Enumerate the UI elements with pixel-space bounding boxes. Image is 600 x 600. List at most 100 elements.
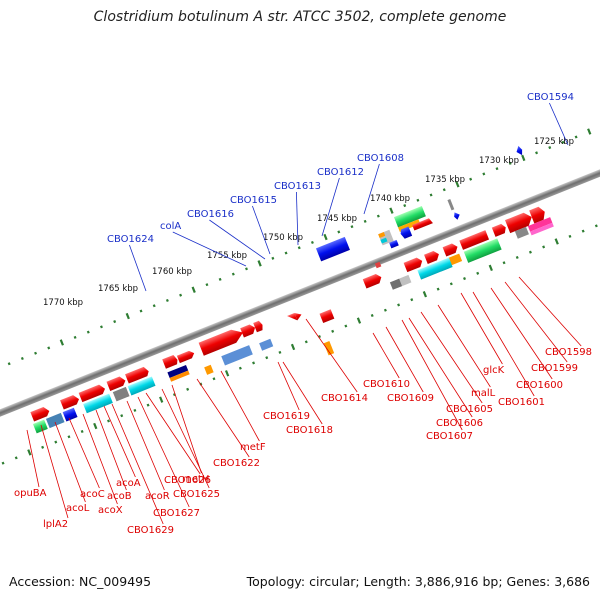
- tick-mark: [290, 343, 296, 351]
- gene-forward[interactable]: [253, 320, 264, 333]
- gene-label[interactable]: CBO1622: [213, 458, 260, 469]
- gene-forward[interactable]: [78, 383, 107, 403]
- gene-forward[interactable]: [459, 230, 490, 250]
- gene-forward[interactable]: [169, 370, 190, 382]
- gene-reverse[interactable]: [378, 232, 386, 238]
- gene-forward[interactable]: [362, 273, 383, 289]
- gene-label[interactable]: colA: [160, 221, 181, 232]
- gene-label[interactable]: CBO1610: [363, 379, 410, 390]
- gene-forward[interactable]: [294, 311, 303, 321]
- gene-label[interactable]: CBO1608: [357, 153, 404, 164]
- gene-forward[interactable]: [83, 393, 113, 414]
- gene-forward[interactable]: [505, 211, 534, 234]
- gene-label[interactable]: acoB: [107, 491, 132, 502]
- gene-label[interactable]: CBO1616: [187, 209, 234, 220]
- gene-label[interactable]: CBO1624: [107, 234, 154, 245]
- gene-label[interactable]: acoC: [80, 489, 105, 500]
- gene-forward[interactable]: [319, 309, 335, 324]
- gene-forward[interactable]: [32, 419, 48, 434]
- gene-label[interactable]: CBO1609: [387, 393, 434, 404]
- gene-label[interactable]: CBO1598: [545, 347, 592, 358]
- gene-label[interactable]: CBO1629: [127, 525, 174, 536]
- gene-reverse[interactable]: [515, 145, 524, 157]
- gene-forward[interactable]: [442, 242, 460, 257]
- gene-label[interactable]: acoA: [116, 478, 141, 489]
- gene-forward[interactable]: [240, 323, 257, 338]
- gene-forward[interactable]: [106, 375, 127, 391]
- gene-forward[interactable]: [527, 217, 553, 232]
- gene-forward[interactable]: [198, 326, 246, 356]
- gene-reverse[interactable]: [389, 239, 399, 249]
- gene-label[interactable]: acoL: [66, 503, 90, 514]
- gene-forward[interactable]: [60, 394, 80, 410]
- tick-mark: [568, 234, 572, 238]
- tick-mark: [20, 356, 24, 361]
- gene-forward[interactable]: [403, 256, 424, 273]
- gene-forward[interactable]: [437, 257, 453, 272]
- gene-reverse[interactable]: [399, 226, 413, 239]
- gene-forward[interactable]: [162, 354, 179, 369]
- gene-label[interactable]: CBO1626: [164, 475, 211, 486]
- gene-forward[interactable]: [125, 366, 150, 384]
- gene-forward[interactable]: [127, 376, 156, 396]
- gene-label[interactable]: CBO1599: [531, 363, 578, 374]
- gene-forward[interactable]: [62, 407, 78, 422]
- gene-forward[interactable]: [389, 278, 403, 290]
- gene-label[interactable]: glcK: [483, 365, 505, 376]
- gene-label[interactable]: CBO1627: [153, 508, 200, 519]
- gene-forward[interactable]: [287, 312, 298, 323]
- gene-forward[interactable]: [204, 364, 214, 375]
- gene-label[interactable]: opuBA: [14, 488, 47, 499]
- gene-label[interactable]: CBO1607: [426, 431, 473, 442]
- tick-mark: [495, 167, 499, 171]
- gene-label[interactable]: metH: [182, 474, 209, 485]
- gene-label[interactable]: CBO1594: [527, 92, 574, 103]
- gene-label[interactable]: CBO1613: [274, 181, 321, 192]
- gene-reverse[interactable]: [412, 218, 433, 231]
- gene-forward[interactable]: [514, 226, 529, 239]
- gene-forward[interactable]: [259, 338, 274, 351]
- gene-label[interactable]: CBO1618: [286, 425, 333, 436]
- tick-mark: [86, 330, 90, 334]
- gene-forward[interactable]: [112, 386, 130, 402]
- gene-reverse[interactable]: [380, 237, 388, 244]
- gene-label[interactable]: CBO1612: [317, 167, 364, 178]
- gene-label[interactable]: metF: [240, 442, 266, 453]
- tick-mark: [186, 387, 190, 391]
- gene-label[interactable]: malL: [471, 388, 496, 399]
- label-leader-line: [490, 287, 553, 380]
- gene-forward[interactable]: [530, 222, 554, 236]
- gene-label[interactable]: CBO1615: [230, 195, 277, 206]
- tick-mark: [133, 408, 137, 412]
- tick-mark: [442, 188, 446, 192]
- gene-forward[interactable]: [167, 364, 189, 378]
- gene-reverse[interactable]: [393, 206, 426, 228]
- gene-forward[interactable]: [176, 349, 196, 364]
- gene-label[interactable]: CBO1606: [436, 418, 483, 429]
- gene-label[interactable]: CBO1625: [173, 489, 220, 500]
- gene-label[interactable]: CBO1600: [516, 380, 563, 391]
- gene-forward[interactable]: [30, 405, 50, 422]
- gene-label[interactable]: acoR: [145, 491, 170, 502]
- gene-forward[interactable]: [491, 223, 508, 237]
- gene-forward[interactable]: [529, 205, 547, 224]
- gene-label[interactable]: CBO1614: [321, 393, 368, 404]
- gene-forward[interactable]: [221, 345, 253, 366]
- gene-label[interactable]: lplA2: [43, 519, 68, 530]
- gene-forward[interactable]: [424, 249, 441, 264]
- gene-forward[interactable]: [448, 253, 463, 266]
- map-title: Clostridium botulinum A str. ATCC 3502, …: [93, 9, 507, 25]
- gene-label[interactable]: CBO1605: [446, 404, 493, 415]
- gene-reverse[interactable]: [447, 198, 455, 211]
- gene-label[interactable]: acoX: [98, 505, 123, 516]
- gene-forward[interactable]: [323, 341, 335, 356]
- gene-forward[interactable]: [463, 238, 502, 263]
- gene-reverse[interactable]: [315, 236, 350, 262]
- gene-label[interactable]: CBO1619: [263, 411, 310, 422]
- gene-label[interactable]: CBO1601: [498, 397, 545, 408]
- gene-forward[interactable]: [45, 412, 65, 429]
- gene-forward[interactable]: [399, 274, 412, 287]
- gene-reverse[interactable]: [453, 211, 462, 221]
- inner-tick-row: [1, 224, 598, 465]
- gene-reverse[interactable]: [374, 261, 382, 269]
